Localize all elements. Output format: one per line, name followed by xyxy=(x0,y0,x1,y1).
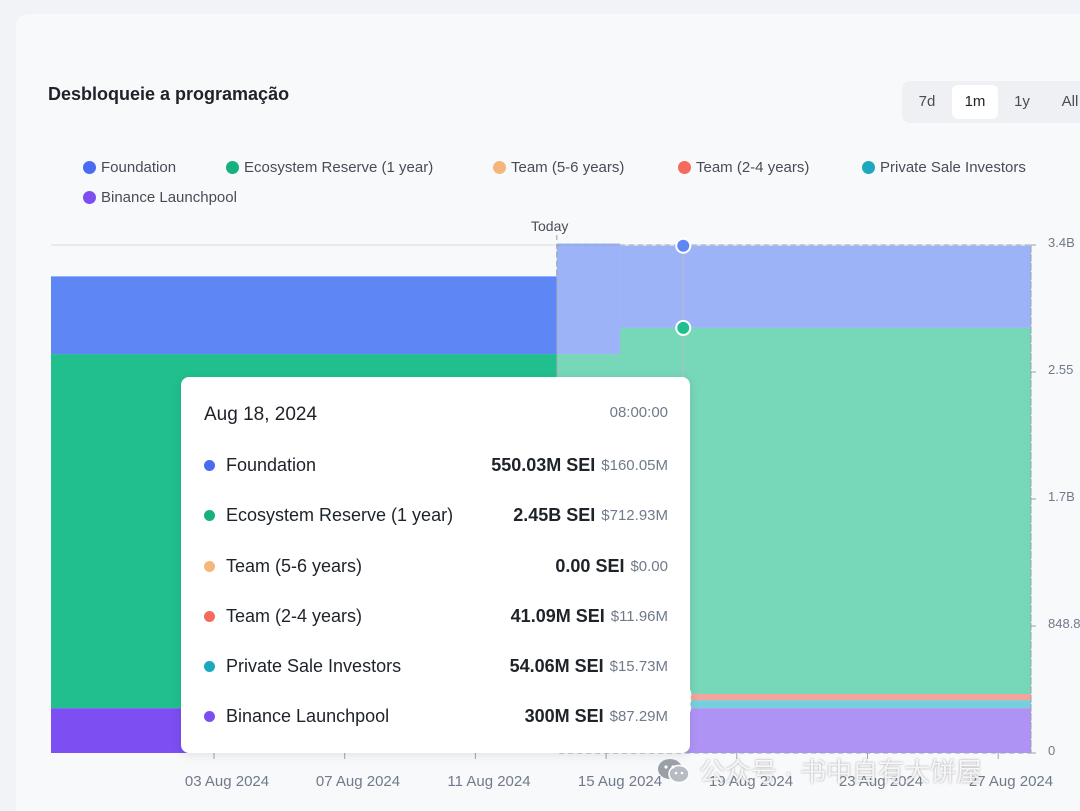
marker-ecosystem-reserve-1-year xyxy=(675,319,692,336)
legend-dot xyxy=(862,160,875,174)
time-range-selector: 7d 1m 1y All xyxy=(902,81,1080,123)
tooltip-row-binance-launchpool: Binance Launchpool 300M SEI $87.29M xyxy=(204,704,668,728)
tooltip-series-name: Binance Launchpool xyxy=(226,705,390,726)
y-tick-label: 0 xyxy=(1048,743,1056,758)
y-tick-label: 2.55 xyxy=(1048,362,1074,377)
today-label: Today xyxy=(531,218,569,234)
tooltip-time: 08:00:00 xyxy=(609,404,668,421)
tooltip-amount: 2.45B SEI xyxy=(513,504,596,525)
watermark: 公众号 · 书中自有大饼屋 xyxy=(657,752,982,789)
area-team-2-4-years-segment-2 xyxy=(620,693,1031,701)
tooltip-usd: $11.96M xyxy=(610,607,668,625)
tooltip-amount: 0.00 SEI xyxy=(555,555,625,576)
x-tick-label: 19 Aug 2024 xyxy=(708,773,794,790)
y-tick-label: 1.7B xyxy=(1048,489,1075,504)
tooltip-usd: $87.29M xyxy=(609,707,668,725)
area-private-sale-investors-segment-2 xyxy=(620,700,1031,709)
legend-item-team-2-4[interactable]: Team (2-4 years) xyxy=(678,157,809,177)
tooltip-row-foundation: Foundation 550.03M SEI $160.05M xyxy=(204,453,668,477)
series-dot xyxy=(204,509,215,521)
tooltip-series-name: Private Sale Investors xyxy=(226,655,402,676)
x-tick-label: 15 Aug 2024 xyxy=(577,773,663,790)
tooltip-amount: 54.06M SEI xyxy=(509,655,604,676)
legend-dot xyxy=(226,160,239,174)
tooltip-usd: $15.73M xyxy=(609,657,668,675)
legend-dot xyxy=(678,160,691,174)
x-tick-label: 11 Aug 2024 xyxy=(447,773,531,790)
legend-label: Team (2-4 years) xyxy=(696,158,810,176)
legend-dot xyxy=(493,160,506,174)
range-button-all[interactable]: All xyxy=(1061,93,1079,110)
tooltip-series-name: Team (2-4 years) xyxy=(226,605,363,626)
tooltip-amount: 550.03M SEI xyxy=(491,454,596,475)
tooltip-row-team-5-6: Team (5-6 years) 0.00 SEI $0.00 xyxy=(204,554,668,578)
legend-label: Ecosystem Reserve (1 year) xyxy=(244,158,434,176)
legend-item-ecosystem-reserve[interactable]: Ecosystem Reserve (1 year) xyxy=(226,157,433,177)
area-foundation-segment-1 xyxy=(556,243,621,355)
tooltip-series-name: Team (5-6 years) xyxy=(226,555,363,576)
series-dot xyxy=(204,560,215,572)
x-tick-label: 23 Aug 2024 xyxy=(838,773,924,790)
legend-item-private-sale[interactable]: Private Sale Investors xyxy=(862,157,1026,177)
tooltip-usd: $160.05M xyxy=(601,456,668,474)
legend-item-foundation[interactable]: Foundation xyxy=(83,157,176,177)
wechat-icon xyxy=(658,758,690,783)
tooltip-series-name: Ecosystem Reserve (1 year) xyxy=(226,504,454,525)
series-dot xyxy=(204,710,215,722)
tooltip-row-ecosystem-reserve: Ecosystem Reserve (1 year) 2.45B SEI $71… xyxy=(204,503,668,527)
legend-item-binance-launchpool[interactable]: Binance Launchpool xyxy=(83,187,237,207)
range-button-1m[interactable]: 1m xyxy=(952,85,998,119)
series-dot xyxy=(204,459,215,471)
tooltip-row-private-sale: Private Sale Investors 54.06M SEI $15.73… xyxy=(204,654,668,678)
chart-tooltip: Aug 18, 2024 08:00:00 Foundation 550.03M… xyxy=(181,377,690,753)
area-foundation-segment-2 xyxy=(620,245,1031,328)
x-tick-label: 27 Aug 2024 xyxy=(968,773,1054,790)
series-dot xyxy=(204,660,215,672)
tooltip-date: Aug 18, 2024 xyxy=(204,404,318,425)
legend-label: Team (5-6 years) xyxy=(511,158,625,176)
range-button-7d[interactable]: 7d xyxy=(918,93,936,110)
legend-label: Private Sale Investors xyxy=(880,158,1026,176)
legend-dot xyxy=(83,160,96,174)
y-tick-label: 3.4B xyxy=(1048,235,1075,250)
series-dot xyxy=(204,610,215,622)
page-title: Desbloqueie a programação xyxy=(48,84,290,104)
tooltip-usd: $0.00 xyxy=(630,557,668,575)
x-tick-label: 03 Aug 2024 xyxy=(184,773,270,790)
tooltip-usd: $712.93M xyxy=(601,506,668,524)
tooltip-amount: 300M SEI xyxy=(524,705,604,726)
marker-foundation xyxy=(675,237,692,254)
y-tick-label: 848.8 xyxy=(1048,616,1080,631)
tooltip-series-name: Foundation xyxy=(226,454,317,475)
legend-item-team-5-6[interactable]: Team (5-6 years) xyxy=(493,157,624,177)
range-button-1y[interactable]: 1y xyxy=(1014,93,1030,110)
area-foundation-segment-0 xyxy=(51,276,557,355)
tooltip-row-team-2-4: Team (2-4 years) 41.09M SEI $11.96M xyxy=(204,604,668,628)
legend-label: Binance Launchpool xyxy=(101,188,237,206)
legend-dot xyxy=(83,190,96,204)
tooltip-amount: 41.09M SEI xyxy=(510,605,605,626)
watermark-text: 公众号 · 书中自有大饼屋 xyxy=(699,757,983,787)
x-tick-label: 07 Aug 2024 xyxy=(315,773,401,790)
legend-label: Foundation xyxy=(101,158,177,176)
